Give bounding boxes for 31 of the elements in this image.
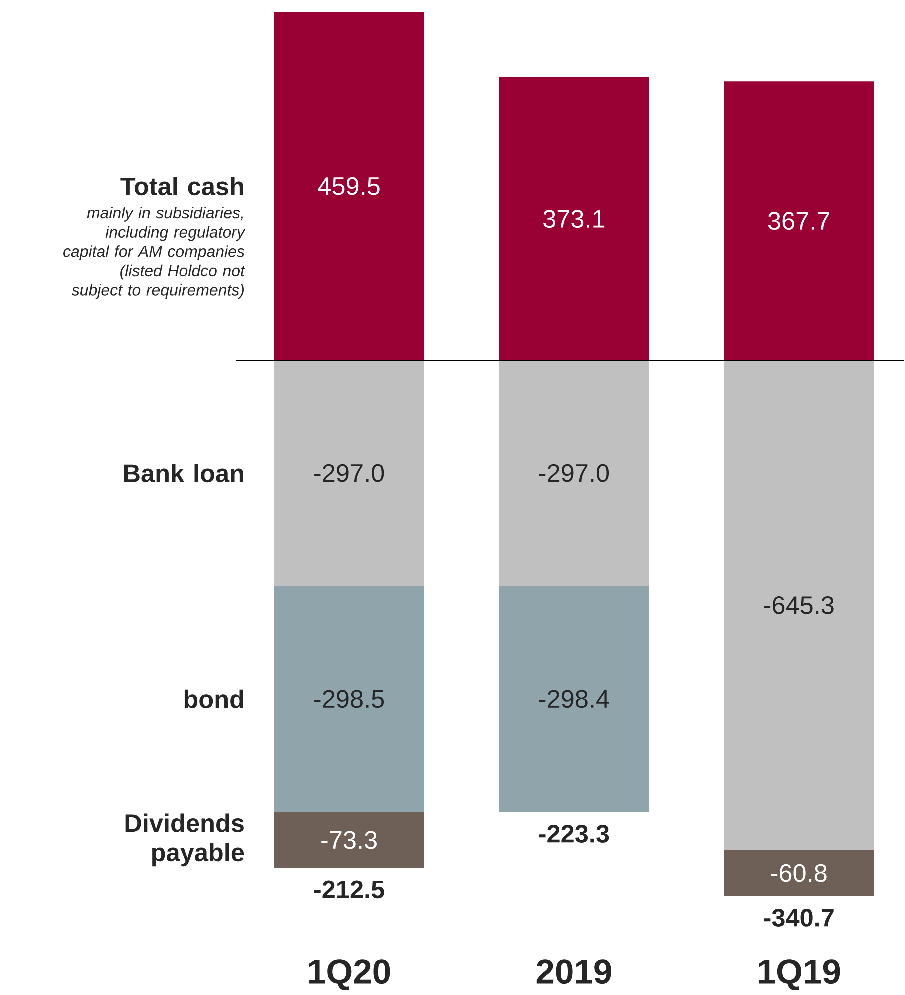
text: -212.5 — [314, 880, 385, 899]
annotation: -223.3 — [539, 825, 610, 843]
data-label: 459.5 — [318, 177, 380, 196]
data-label: 367.7 — [768, 212, 830, 230]
data-label: 373.1 — [544, 210, 605, 228]
data-label: -297.0 — [540, 464, 610, 482]
annotation: mainly in subsidiaries, including regulatory capital for AM companies (listed Holdco not subject to requirements) — [64, 206, 246, 300]
x-tick-label: 1Q19 — [759, 960, 840, 991]
data-label: -298.5 — [314, 690, 384, 708]
bar — [274, 812, 424, 868]
bar — [724, 360, 874, 850]
bar — [274, 586, 424, 812]
data-label: -298.4 — [540, 690, 610, 708]
bar — [724, 850, 874, 896]
x-tick-label: 2019 — [536, 960, 612, 984]
bar — [274, 360, 424, 586]
series-label: Dividends payable — [126, 814, 244, 867]
data-label: -297.0 — [314, 464, 384, 482]
data-label: -73.3 — [322, 831, 378, 850]
bar — [724, 82, 874, 361]
series-label: bond — [184, 690, 244, 708]
bar — [499, 586, 650, 812]
data-label: -60.8 — [772, 864, 827, 882]
x-tick-label: 1Q20 — [309, 960, 390, 991]
bar — [499, 360, 650, 586]
series-label: Bank loan — [124, 464, 244, 483]
bar — [499, 78, 650, 361]
bar — [274, 12, 424, 361]
series-label: Total cash — [120, 177, 244, 196]
data-label: -645.3 — [764, 596, 834, 614]
text: -340.7 — [764, 909, 834, 927]
